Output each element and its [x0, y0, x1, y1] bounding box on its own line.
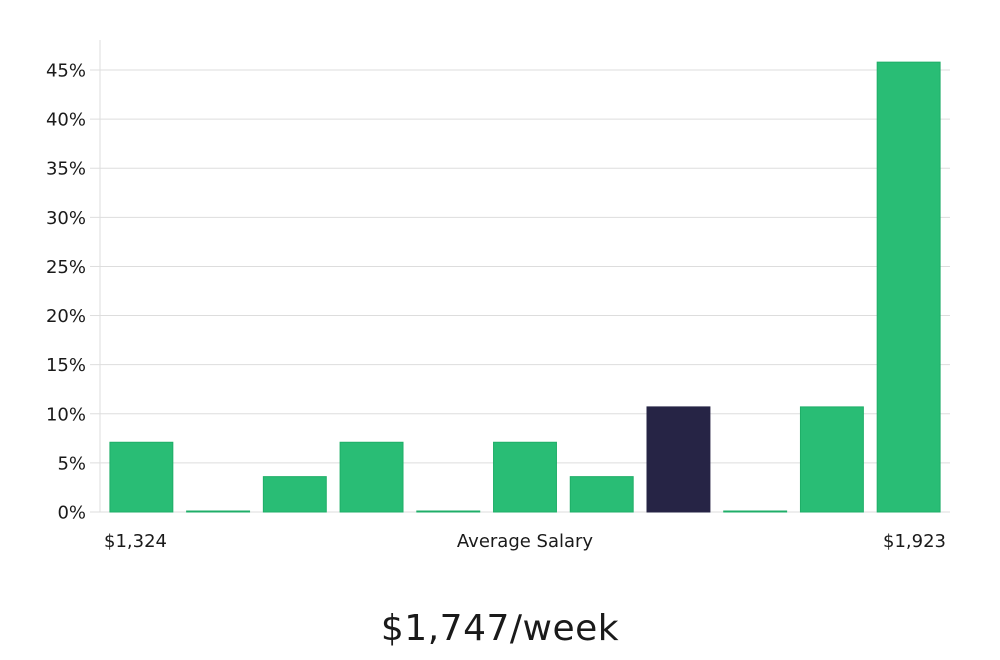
- salary-distribution-chart: 0% 5% 10% 15% 20% 25% 30% 35% 40% 45% $1,324 Aver…: [46, 40, 950, 552]
- y-tick-label: 25%: [46, 257, 86, 278]
- y-tick-label: 35%: [46, 159, 86, 180]
- bar: [339, 441, 404, 513]
- bar: [569, 476, 634, 513]
- bar: [186, 510, 251, 513]
- y-tick-label: 5%: [57, 453, 86, 474]
- bars: [109, 61, 941, 513]
- gridlines: [100, 69, 950, 513]
- bar-highlighted: [646, 406, 711, 513]
- bar: [876, 61, 941, 513]
- y-tick-label: 20%: [46, 306, 86, 327]
- bar: [723, 510, 788, 513]
- bar: [799, 406, 864, 513]
- y-tick-label: 40%: [46, 110, 86, 131]
- average-salary-caption: $1,747/week: [380, 608, 620, 649]
- bar: [416, 510, 481, 513]
- x-max-label: $1,923: [883, 531, 946, 552]
- y-axis-ticks: 0% 5% 10% 15% 20% 25% 30% 35% 40% 45%: [46, 61, 100, 524]
- x-min-label: $1,324: [104, 531, 167, 552]
- y-tick-label: 15%: [46, 355, 86, 376]
- y-tick-label: 45%: [46, 61, 86, 82]
- y-tick-label: 0%: [57, 503, 86, 524]
- bar: [493, 441, 557, 513]
- y-tick-label: 10%: [46, 404, 86, 425]
- bar: [109, 441, 174, 513]
- y-tick-label: 30%: [46, 208, 86, 229]
- bar: [262, 476, 327, 513]
- x-axis-title: Average Salary: [457, 531, 594, 552]
